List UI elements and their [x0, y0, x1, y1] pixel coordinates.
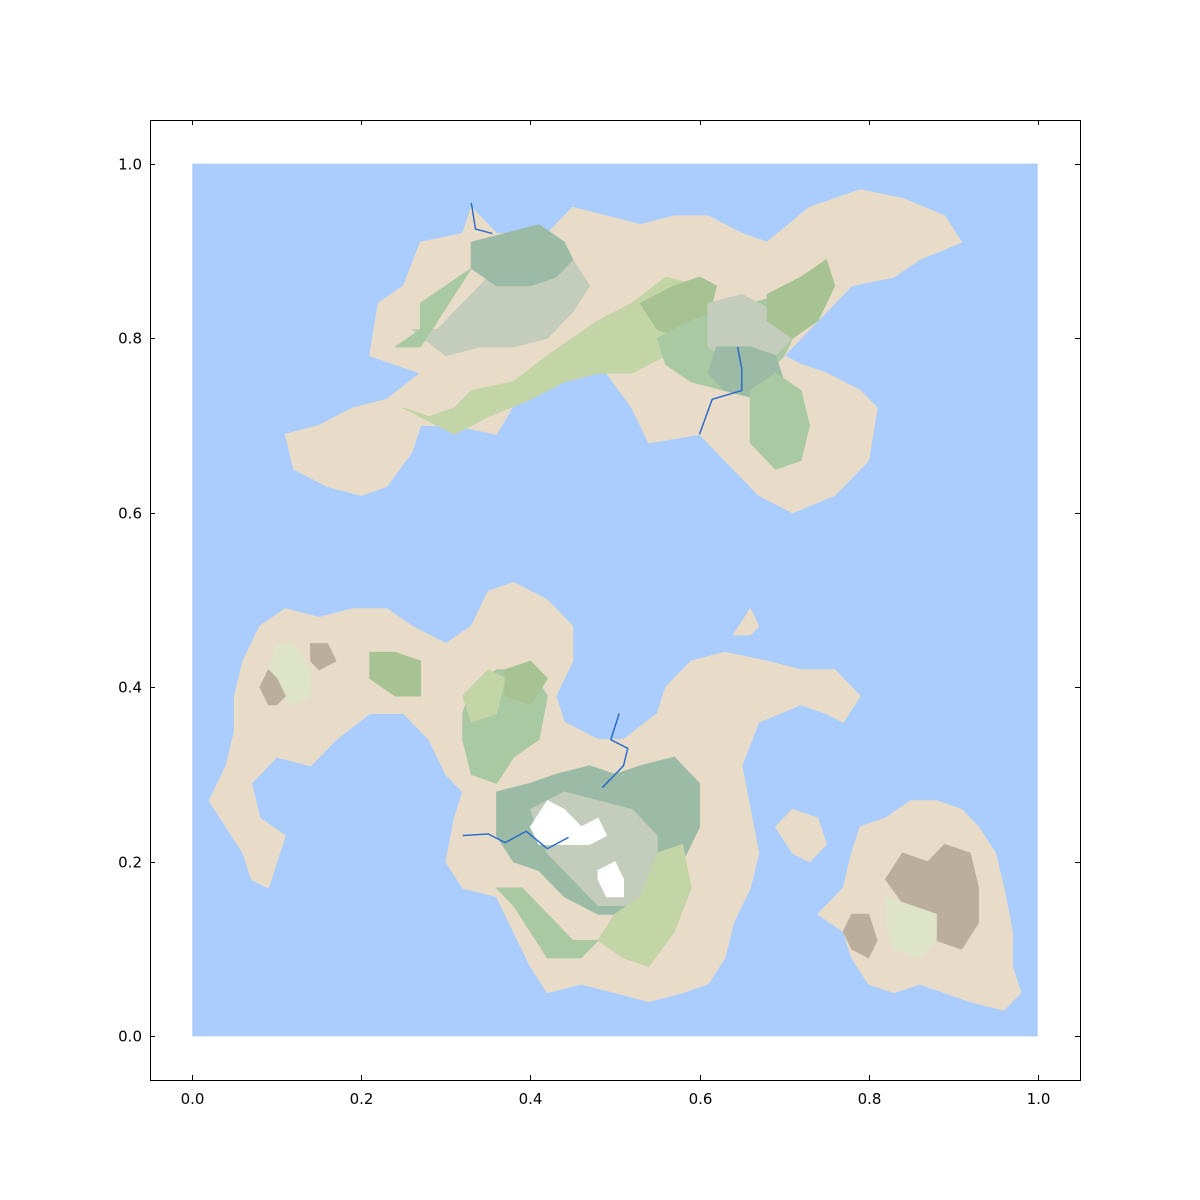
region-bare-30	[842, 913, 878, 959]
x-tick-label: 0.4	[519, 1090, 543, 1108]
x-tick-label: 0.0	[181, 1090, 205, 1108]
x-tick-label: 1.0	[1027, 1090, 1051, 1108]
river-2	[601, 713, 629, 789]
y-tick-label: 0.2	[118, 854, 142, 872]
region-beach-26	[775, 809, 827, 863]
region-temperate_forest-24	[369, 651, 421, 697]
axes-frame	[150, 120, 1081, 1081]
region-grassland-13	[462, 669, 506, 723]
region-snow-19	[530, 800, 607, 845]
region-grassland-17	[597, 843, 692, 967]
x-tick-label: 0.8	[858, 1090, 882, 1108]
x-tick-label: 0.6	[689, 1090, 713, 1108]
region-grassland-1	[403, 276, 700, 435]
region-seasonal_forest-18	[496, 887, 599, 959]
rivers	[462, 202, 743, 850]
y-tick-label: 0.0	[118, 1028, 142, 1046]
river-1	[698, 346, 743, 435]
region-temperate_forest-14	[504, 660, 548, 706]
region-seasonal_forest-10	[749, 372, 810, 470]
y-tick-label: 0.8	[118, 330, 142, 348]
region-temperate_forest-9	[766, 259, 836, 339]
y-tick-label: 0.6	[118, 505, 142, 523]
y-tick-label: 0.4	[118, 679, 142, 697]
x-tick-label: 0.2	[350, 1090, 374, 1108]
river-0	[470, 202, 493, 235]
plot-area	[192, 163, 1038, 1037]
axis-ticks: 0.0 0.2 0.4 0.6 0.8 1.0 0.0 0.2 0.4 0.6 0.8 1.0	[118, 120, 1080, 1108]
region-bare-22	[259, 669, 286, 706]
terrain-regions	[208, 189, 1022, 1011]
region-snow-20	[597, 861, 624, 898]
region-seasonal_forest-4	[394, 267, 472, 348]
y-tick-label: 1.0	[118, 156, 142, 174]
region-taiga-3	[470, 224, 574, 287]
region-beach-25	[732, 608, 760, 636]
region-tundra-29	[885, 896, 937, 959]
region-bare-23	[310, 643, 337, 671]
river-3	[462, 830, 569, 850]
